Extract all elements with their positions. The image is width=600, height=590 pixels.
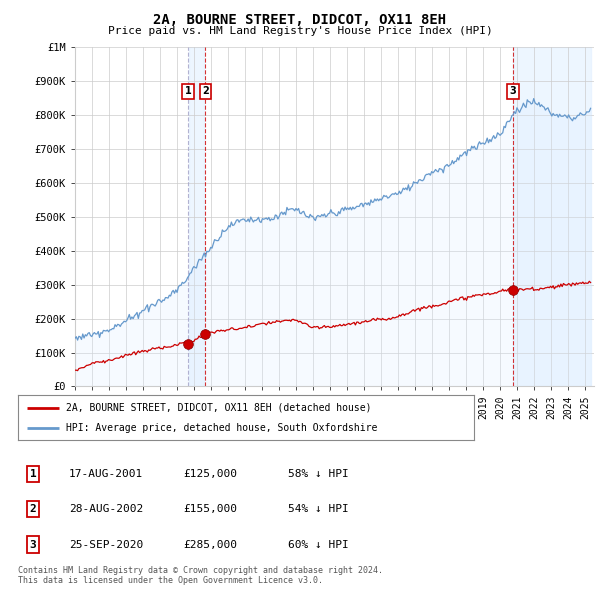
Text: 1: 1: [29, 469, 37, 478]
Text: 60% ↓ HPI: 60% ↓ HPI: [288, 540, 349, 549]
Text: Contains HM Land Registry data © Crown copyright and database right 2024.
This d: Contains HM Land Registry data © Crown c…: [18, 566, 383, 585]
Text: £125,000: £125,000: [183, 469, 237, 478]
Text: £155,000: £155,000: [183, 504, 237, 514]
Text: 54% ↓ HPI: 54% ↓ HPI: [288, 504, 349, 514]
Text: 2A, BOURNE STREET, DIDCOT, OX11 8EH (detached house): 2A, BOURNE STREET, DIDCOT, OX11 8EH (det…: [66, 403, 371, 412]
Text: 2A, BOURNE STREET, DIDCOT, OX11 8EH: 2A, BOURNE STREET, DIDCOT, OX11 8EH: [154, 13, 446, 27]
Text: 28-AUG-2002: 28-AUG-2002: [69, 504, 143, 514]
Text: 2: 2: [202, 86, 209, 96]
Text: 1: 1: [184, 86, 191, 96]
Text: Price paid vs. HM Land Registry's House Price Index (HPI): Price paid vs. HM Land Registry's House …: [107, 26, 493, 36]
Text: 25-SEP-2020: 25-SEP-2020: [69, 540, 143, 549]
Text: HPI: Average price, detached house, South Oxfordshire: HPI: Average price, detached house, Sout…: [66, 424, 377, 434]
Text: £285,000: £285,000: [183, 540, 237, 549]
Text: 3: 3: [509, 86, 516, 96]
Text: 58% ↓ HPI: 58% ↓ HPI: [288, 469, 349, 478]
Text: 2: 2: [29, 504, 37, 514]
Text: 3: 3: [29, 540, 37, 549]
Text: 17-AUG-2001: 17-AUG-2001: [69, 469, 143, 478]
